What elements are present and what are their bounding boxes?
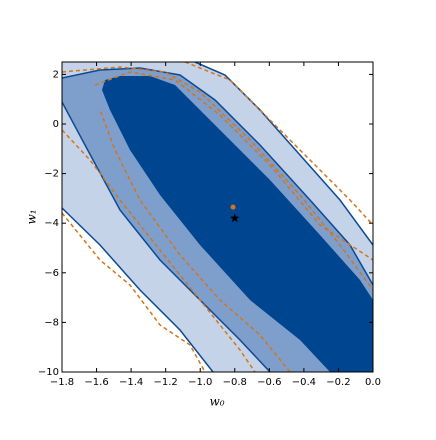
y-tick-label: 2 [53,69,59,80]
contours [62,62,373,372]
x-tick-label: −1.8 [50,377,74,388]
contour-line [62,67,373,286]
x-tick-label: −1.2 [154,377,178,388]
contour-line [194,62,373,246]
x-tick-label: −0.2 [326,377,350,388]
dashed-contour [94,71,373,261]
contour-dark [102,76,373,372]
contour-line [62,101,271,372]
dashed-contour [62,212,206,372]
x-tick-label: 0.0 [365,377,381,388]
y-tick-label: −10 [38,367,59,378]
dashed-contour [62,66,373,291]
y-tick-label: 0 [53,119,59,130]
x-tick-label: −1.4 [119,377,143,388]
y-tick-label: −4 [44,218,59,229]
dashed-contour [62,129,256,372]
x-tick-label: −1.6 [84,377,108,388]
plot-frame [61,61,374,373]
x-tick-label: −0.8 [223,377,247,388]
x-tick-label: −0.4 [292,377,316,388]
contour-line [62,207,214,372]
y-tick-label: −6 [44,268,59,279]
y-tick-label: −8 [44,317,59,328]
point [230,204,236,210]
x-axis-label: w₀ [209,395,224,409]
dashed-contour [184,62,373,226]
x-tick-label: −0.6 [257,377,281,388]
y-axis-label: w₁ [25,209,39,224]
y-tick-label: −2 [44,169,59,180]
star-point [230,213,240,223]
x-tick-label: −1.0 [188,377,212,388]
